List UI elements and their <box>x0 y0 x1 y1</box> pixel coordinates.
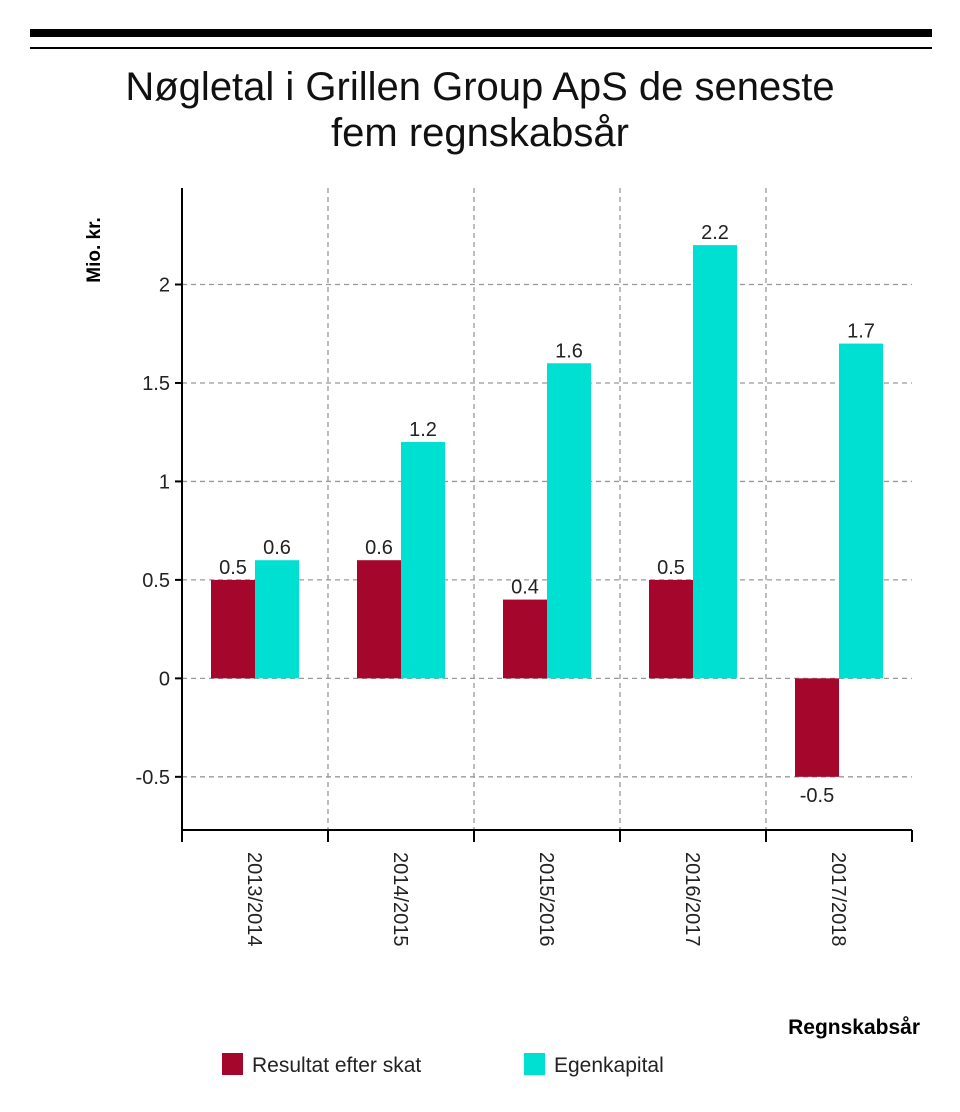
legend-swatch-egenkapital <box>524 1053 545 1075</box>
x-tick-label: 2016/2017 <box>681 852 703 947</box>
data-label: -0.5 <box>800 785 834 807</box>
bar-egenkapital <box>401 442 445 679</box>
bar-resultat <box>211 579 255 679</box>
data-label: 0.4 <box>511 577 539 599</box>
header-rule-thick <box>30 29 932 37</box>
x-tick-label: 2013/2014 <box>243 852 265 947</box>
legend-label-resultat: Resultat efter skat <box>252 1054 421 1077</box>
header-rule-thin <box>30 47 932 49</box>
y-tick-label: 0.5 <box>142 570 170 592</box>
bar-resultat <box>357 560 401 679</box>
bar-egenkapital <box>693 245 737 679</box>
data-label: 0.6 <box>263 537 291 559</box>
legend-swatch-resultat <box>222 1053 243 1075</box>
y-tick-label: -0.5 <box>136 767 170 789</box>
data-label: 0.6 <box>365 537 393 559</box>
y-tick-label: 0 <box>159 668 170 690</box>
legend-item-egenkapital[interactable]: Egenkapital <box>524 1053 664 1077</box>
x-tick-label: 2017/2018 <box>827 852 849 947</box>
y-tick-label: 2 <box>159 274 170 296</box>
data-label: 2.2 <box>701 222 729 244</box>
data-label: 0.5 <box>657 557 685 579</box>
bar-resultat <box>795 678 839 777</box>
y-tick-label: 1.5 <box>142 373 170 395</box>
legend-item-resultat[interactable]: Resultat efter skat <box>222 1053 421 1077</box>
data-label: 1.2 <box>409 419 437 441</box>
data-label: 1.6 <box>555 340 583 362</box>
bar-resultat <box>503 599 547 679</box>
bar-egenkapital <box>839 343 883 679</box>
x-tick-label: 2015/2016 <box>535 852 557 947</box>
legend: Resultat efter skat Egenkapital <box>222 1053 664 1077</box>
chart-title-line-2: fem regnskabsår <box>331 111 629 155</box>
x-tick-label: 2014/2015 <box>389 852 411 947</box>
data-label: 1.7 <box>847 321 875 343</box>
bar-egenkapital <box>547 363 591 679</box>
bar-resultat <box>649 579 693 679</box>
chart-title-line-1: Nøgletal i Grillen Group ApS de seneste <box>125 65 834 109</box>
data-label: 0.5 <box>219 557 247 579</box>
legend-label-egenkapital: Egenkapital <box>554 1054 664 1077</box>
y-axis-label: Mio. kr. <box>84 217 105 282</box>
y-tick-label: 1 <box>159 471 170 493</box>
x-axis-label: Regnskabsår <box>788 1016 920 1039</box>
bar-egenkapital <box>255 560 299 679</box>
